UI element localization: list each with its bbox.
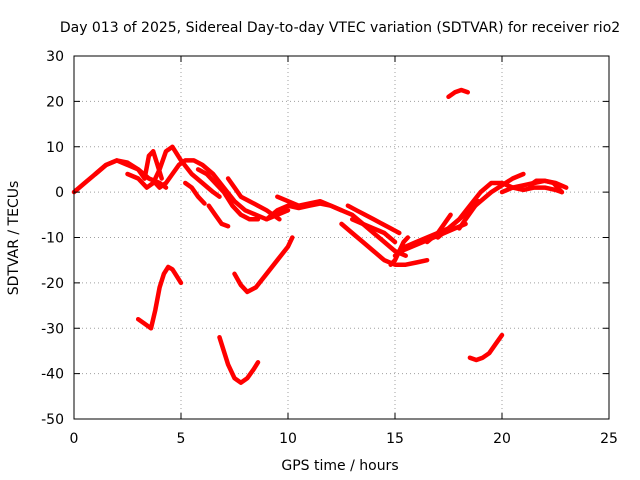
series-arc-25 xyxy=(446,87,471,100)
series-arc-14 xyxy=(275,194,344,213)
y-axis-label: SDTVAR / TECUs xyxy=(6,181,22,296)
x-tick-label: 0 xyxy=(70,431,79,447)
y-tick-label: -50 xyxy=(41,412,64,428)
y-tick-label: 20 xyxy=(46,94,64,110)
x-tick-label: 15 xyxy=(386,431,404,447)
y-tick-label: -20 xyxy=(41,276,64,292)
series-arc-04 xyxy=(142,149,164,181)
y-tick-label: 10 xyxy=(46,140,64,156)
x-tick-label: 5 xyxy=(177,431,186,447)
series-arc-17 xyxy=(349,217,398,245)
x-tick-label: 20 xyxy=(493,431,511,447)
series-arc-16 xyxy=(345,203,402,236)
data-series xyxy=(71,87,569,385)
y-tick-label: 0 xyxy=(55,185,64,201)
series-arc-21 xyxy=(435,171,526,240)
series-arc-20 xyxy=(424,212,453,245)
series-arc-22 xyxy=(456,198,481,231)
y-tick-label: -10 xyxy=(41,231,64,247)
series-arc-03 xyxy=(125,144,222,199)
series-arc-15 xyxy=(339,221,430,267)
y-tick-label: -30 xyxy=(41,321,64,337)
series-arc-11 xyxy=(217,335,261,385)
grid-lines xyxy=(74,56,609,419)
x-tick-label: 10 xyxy=(279,431,297,447)
series-arc-10 xyxy=(135,264,184,331)
chart-title: Day 013 of 2025, Sidereal Day-to-day VTE… xyxy=(60,20,620,36)
series-arc-26 xyxy=(467,332,505,363)
x-tick-label: 25 xyxy=(600,431,618,447)
y-tick-label: 30 xyxy=(46,49,64,65)
series-arc-08 xyxy=(206,203,231,229)
series-arc-12 xyxy=(232,235,295,295)
series-arc-24 xyxy=(527,178,565,195)
series-arc-18 xyxy=(392,180,565,258)
series-arc-06 xyxy=(195,167,261,222)
series-arc-02 xyxy=(93,158,169,190)
axis-ticks: 0 5 10 15 20 25 30 20 10 0 -10 -20 -30 -40 -50 xyxy=(41,49,618,447)
y-tick-label: -40 xyxy=(41,367,64,383)
x-axis-label: GPS time / hours xyxy=(281,458,398,474)
series-arc-05 xyxy=(153,158,291,222)
series-arc-27 xyxy=(388,235,411,267)
series-arc-07 xyxy=(183,180,207,206)
